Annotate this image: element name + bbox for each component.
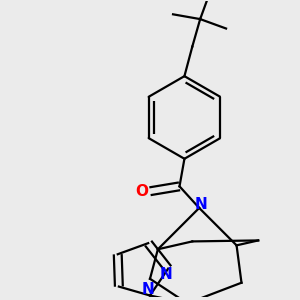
Text: N: N [142, 282, 154, 297]
Text: N: N [160, 267, 172, 282]
Text: N: N [195, 196, 208, 211]
Text: O: O [136, 184, 148, 199]
